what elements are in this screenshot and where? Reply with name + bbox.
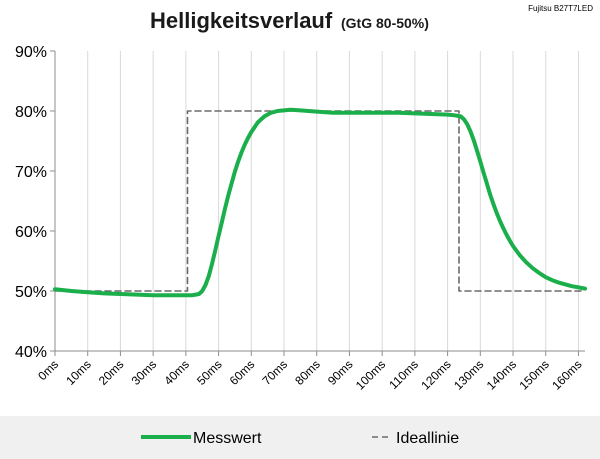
y-tick-label-2: 60% (15, 224, 47, 241)
x-tick-label-6: 60ms (227, 357, 258, 388)
x-tick-labels: 0ms 10ms 20ms 30ms 40ms 50ms 60ms 70ms 80ms 90ms1… (35, 357, 584, 392)
x-tick-label-15: 150ms (516, 357, 551, 392)
x-tick-label-7: 70ms (259, 357, 290, 388)
x-tick-label-0: 0ms (35, 357, 61, 383)
x-tick-label-8: 80ms (292, 357, 323, 388)
y-tick-labels: 40% 50% 60% 70% 80% 90% (15, 44, 47, 361)
legend-background (0, 416, 600, 459)
x-tick-label-12: 120ms (418, 357, 453, 392)
y-tick-label-3: 70% (15, 164, 47, 181)
grid-lines (87, 51, 579, 351)
x-tick-label-14: 140ms (484, 357, 519, 392)
y-tick-label-4: 80% (15, 104, 47, 121)
series-line-measured (53, 107, 587, 298)
chart-subtitle: (GtG 80-50%) (341, 15, 429, 31)
legend-label-measured: Messwert (193, 430, 262, 447)
legend: Messwert Ideallinie (0, 416, 600, 459)
x-tick-label-16: 160ms (549, 357, 584, 392)
series-lines (53, 107, 587, 298)
axes (50, 50, 585, 356)
device-label: Fujitsu B27T7LED (528, 4, 593, 13)
legend-label-ideal: Ideallinie (396, 430, 459, 447)
x-tick-label-9: 90ms (325, 357, 356, 388)
chart-title: Helligkeitsverlauf (150, 8, 333, 33)
x-tick-label-1: 10ms (63, 357, 94, 388)
y-tick-label-1: 50% (15, 284, 47, 301)
x-tick-label-10: 100ms (353, 357, 388, 392)
series-line-ideal (54, 110, 586, 292)
y-tick-label-5: 90% (15, 44, 47, 61)
x-tick-label-11: 110ms (386, 357, 421, 392)
x-tick-label-4: 40ms (161, 357, 192, 388)
x-tick-label-2: 20ms (96, 357, 127, 388)
x-tick-label-3: 30ms (129, 357, 160, 388)
x-tick-label-5: 50ms (194, 357, 225, 388)
y-tick-label-0: 40% (15, 344, 47, 361)
x-tick-label-13: 130ms (451, 357, 486, 392)
